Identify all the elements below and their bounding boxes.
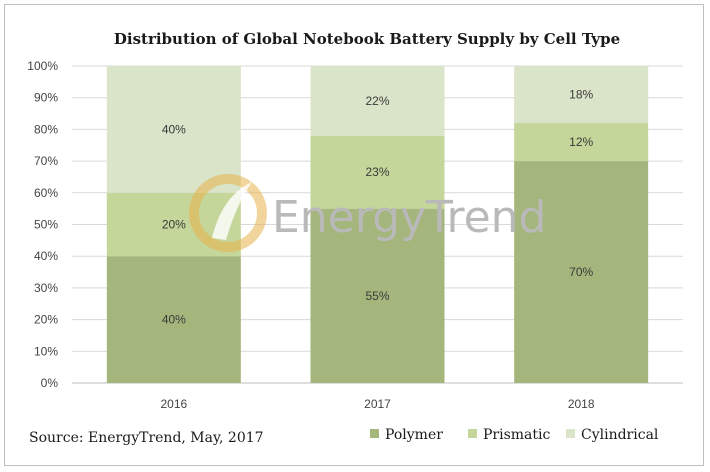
energytrend-watermark: EnergyTrend [189,174,546,252]
legend-label-cylindrical: Cylindrical [581,427,659,443]
bar-cylindrical-2018 [514,66,649,124]
legend-label-polymer: Polymer [385,427,443,443]
bar-prismatic-2017 [310,135,445,209]
data-label: 22% [365,94,389,108]
legend: Polymer Prismatic Cylindrical [370,427,659,443]
data-label: 18% [569,88,593,102]
data-label: 20% [162,218,186,232]
y-tick-label: 20% [34,313,58,327]
y-tick-label: 10% [34,344,58,358]
y-axis: 0% 10% 20% 30% 40% 50% 60% 70% 80% 90% 100% [27,59,58,390]
data-label: 40% [162,313,186,327]
watermark-text: EnergyTrend [272,192,546,243]
bar-polymer-2017 [310,208,445,383]
y-tick-label: 100% [27,59,58,73]
bar-polymer-2016 [106,256,241,383]
legend-swatch-prismatic [468,429,477,438]
x-tick-label: 2018 [568,397,595,411]
y-tick-label: 0% [41,376,59,390]
x-tick-label: 2016 [160,397,187,411]
data-label: 23% [365,165,389,179]
bar-cylindrical-2017 [310,66,445,136]
chart-title: Distribution of Global Notebook Battery … [114,30,620,48]
data-label: 40% [162,122,186,136]
data-labels: 40% 20% 40% 55% 23% 22% 70% 12% 18% [162,88,594,327]
bar-cylindrical-2016 [106,66,241,193]
y-tick-label: 50% [34,218,58,232]
y-tick-label: 30% [34,281,58,295]
bars [106,66,649,383]
source-note: Source: EnergyTrend, May, 2017 [29,430,264,446]
data-label: 12% [569,135,593,149]
x-axis: 2016 2017 2018 [160,397,594,411]
data-label: 70% [569,265,593,279]
bar-polymer-2018 [514,161,649,383]
y-tick-label: 80% [34,122,58,136]
y-tick-label: 70% [34,154,58,168]
y-tick-label: 40% [34,249,58,263]
energytrend-logo-icon [189,174,267,252]
x-tick-label: 2017 [364,397,391,411]
bar-prismatic-2018 [514,123,649,162]
legend-swatch-polymer [370,429,379,438]
y-tick-label: 60% [34,186,58,200]
y-tick-label: 90% [34,91,58,105]
legend-label-prismatic: Prismatic [483,427,551,443]
data-label: 55% [365,289,389,303]
legend-swatch-cylindrical [566,429,575,438]
